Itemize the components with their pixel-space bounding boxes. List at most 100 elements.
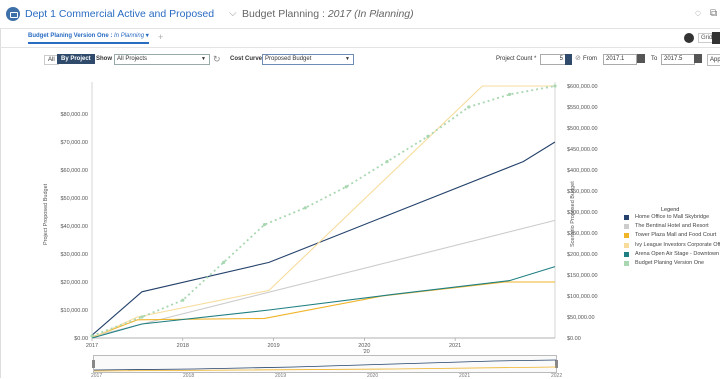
y-left-tick-label: $30,000.00 [60, 252, 88, 258]
cost-curve-label: Cost Curve [230, 56, 263, 62]
navigator-tick-label: 2022 [551, 373, 563, 379]
toolbar: All By Project Show All Projects ▼ ↻ Cost… [0, 50, 720, 70]
series-line-4 [91, 266, 556, 339]
y-right-tick-label: $0.00 [567, 336, 581, 342]
y-right-tick-label: $550,000.00 [567, 105, 598, 111]
legend-label: Ivy League Investors Corporate Off.. [635, 241, 720, 248]
from-label: From [583, 56, 597, 62]
navigator-tick-label: 2017 [91, 373, 103, 379]
legend-label: The Bentinal Hotel and Resort [635, 223, 709, 230]
y-right-tick-label: $200,000.00 [567, 252, 598, 258]
series-point [426, 134, 430, 138]
y-left-tick-label: $60,000.00 [60, 168, 88, 174]
y-left-tick-label: $0.00 [74, 336, 88, 342]
project-count-label: Project Count * [496, 56, 537, 62]
series-line-0 [91, 141, 556, 336]
comment-icon[interactable]: ◌ [695, 8, 701, 19]
y-right-tick-label: $50,000.00 [567, 315, 595, 321]
range-handle-right[interactable] [555, 360, 558, 368]
navigator-tick-label: 2018 [183, 373, 195, 379]
briefcase-icon [6, 7, 20, 21]
y-axis-right-label: Scenario Proposed Budget [570, 181, 576, 247]
add-tab-icon[interactable]: + [158, 32, 164, 42]
clear-icon[interactable]: ⊘ [575, 55, 581, 62]
series-point [344, 185, 348, 189]
breadcrumb-project[interactable]: Dept 1 Commercial Active and Proposed [25, 8, 215, 20]
refresh-icon[interactable]: ↻ [213, 54, 221, 64]
legend-title: Legend [661, 207, 680, 213]
series-point [140, 315, 144, 319]
chart-view-button[interactable] [712, 32, 720, 44]
to-label: To [651, 56, 658, 62]
top-bar: Dept 1 Commercial Active and Proposed ⌵ … [0, 0, 720, 29]
legend-swatch [624, 233, 629, 239]
y-right-tick-label: $500,000.00 [567, 126, 598, 132]
legend-swatch [624, 215, 629, 220]
legend-label: Arena Open Air Stage - Downtown [635, 250, 720, 257]
x-tick-label: 2017 [86, 343, 98, 349]
series-point [553, 84, 557, 88]
series-point [467, 105, 471, 109]
calendar-icon[interactable] [637, 54, 645, 63]
project-count-stepper[interactable] [565, 54, 572, 65]
y-right-tick-label: $400,000.00 [567, 168, 598, 174]
legend-swatch [624, 242, 629, 248]
x-axis-label: '20 [363, 349, 370, 355]
y-left-tick-label: $80,000.00 [60, 112, 88, 118]
y-right-tick-label: $450,000.00 [567, 147, 598, 153]
series-point [262, 223, 267, 227]
series-line-5 [91, 85, 556, 337]
legend-swatch [624, 224, 629, 230]
y-right-tick-label: $350,000.00 [567, 189, 598, 195]
gear-icon[interactable] [684, 33, 694, 43]
tab-bar: Budget Planing Version One : In Planning… [0, 29, 720, 48]
series-point [90, 334, 94, 338]
series-point [385, 160, 389, 164]
y-right-tick-label: $250,000.00 [567, 231, 598, 237]
series-point [508, 92, 512, 96]
x-tick-label: 2021 [449, 343, 461, 349]
navigator-tick-label: 2020 [367, 373, 379, 379]
y-left-tick-label: $70,000.00 [60, 140, 88, 146]
left-border [0, 0, 1, 378]
breadcrumb-page[interactable]: Budget Planning : 2017 (In Planning) [242, 8, 414, 20]
calendar-icon[interactable] [694, 54, 702, 63]
show-select[interactable]: All Projects ▼ [114, 54, 210, 65]
from-input[interactable]: 2017.1 [603, 54, 637, 65]
range-navigator[interactable] [92, 355, 558, 373]
y-right-tick-label: $600,000.00 [567, 84, 598, 90]
chevron-down-icon[interactable]: ⌵ [229, 8, 237, 19]
x-tick-label: 2020 [358, 343, 370, 349]
series-line-2 [91, 281, 555, 338]
export-icon[interactable]: ⧉ [710, 8, 718, 19]
y-right-tick-label: $100,000.00 [567, 294, 598, 300]
show-label: Show [96, 56, 112, 62]
series-line-3 [91, 85, 555, 339]
y-right-tick-label: $300,000.00 [567, 210, 598, 216]
apply-button[interactable]: App [707, 54, 720, 66]
tab-budget-version[interactable]: Budget Planing Version One : In Planning… [28, 32, 149, 44]
range-handle-left[interactable] [92, 360, 95, 368]
by-project-button[interactable]: By Project [57, 54, 95, 64]
y-left-tick-label: $10,000.00 [60, 308, 88, 314]
x-tick-label: 2018 [177, 343, 189, 349]
legend-label: Tower Plaza Mall and Food Court [635, 232, 717, 239]
chevron-down-icon[interactable]: ⌵ [372, 8, 380, 19]
legend-swatch [624, 261, 629, 266]
y-right-tick-label: $150,000.00 [567, 273, 598, 279]
legend-label: Budget Planing Version One [635, 260, 705, 266]
legend-swatch [624, 251, 629, 257]
navigator-tick-label: 2019 [275, 373, 287, 379]
y-axis-left-label: Project Proposed Budget [43, 183, 49, 245]
y-left-tick-label: $20,000.00 [60, 280, 88, 286]
navigator-tick-label: 2021 [459, 373, 471, 379]
legend-label: Home Office to Mall Skybridge [635, 214, 710, 220]
series-point [303, 206, 307, 210]
y-left-tick-label: $40,000.00 [60, 224, 88, 230]
series-point [222, 260, 226, 264]
series-line-1 [91, 219, 556, 338]
y-left-tick-label: $50,000.00 [60, 196, 88, 202]
cost-curve-select[interactable]: Proposed Budget ▼ [262, 54, 354, 65]
x-tick-label: 2019 [267, 343, 279, 349]
